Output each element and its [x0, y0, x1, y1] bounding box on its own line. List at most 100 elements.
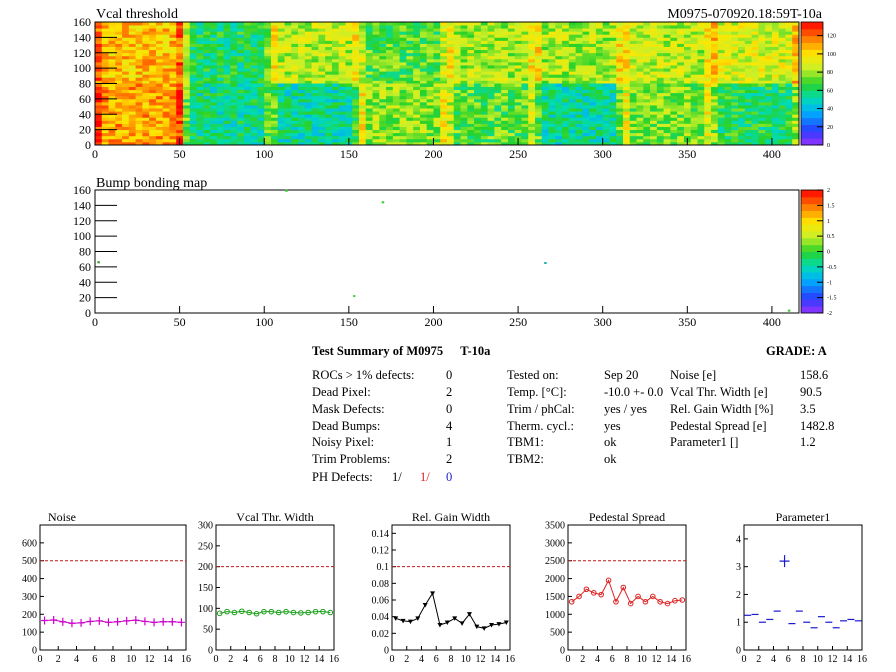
vcal-pixel-cell — [650, 92, 658, 97]
y-tick-label: 3 — [736, 562, 741, 573]
vcal-pixel-cell — [223, 141, 231, 146]
vcal-pixel-cell — [785, 37, 793, 41]
vcal-pixel-cell — [257, 61, 265, 66]
vcal-pixel-cell — [149, 43, 157, 47]
vcal-pixel-cell — [196, 31, 204, 35]
vcal-pixel-cell — [738, 105, 746, 109]
vcal-pixel-cell — [453, 138, 461, 143]
vcal-pixel-cell — [711, 31, 719, 35]
vcal-pixel-cell — [338, 61, 346, 66]
vcal-pixel-cell — [589, 34, 597, 38]
x-tick-label: 12 — [145, 654, 155, 665]
vcal-pixel-cell — [128, 89, 137, 94]
vcal-pixel-cell — [352, 71, 360, 75]
vcal-pixel-cell — [379, 89, 387, 94]
vcal-pixel-cell — [717, 101, 725, 106]
vcal-pixel-cell — [616, 129, 624, 134]
vcal-pixel-cell — [765, 40, 773, 44]
vcal-pixel-cell — [555, 40, 563, 44]
x-tick-label: 2 — [580, 654, 585, 665]
vcal-pixel-cell — [683, 28, 692, 32]
vcal-pixel-cell — [419, 86, 428, 91]
data-point — [168, 617, 176, 626]
vcal-pixel-cell — [338, 74, 346, 78]
vcal-pixel-cell — [494, 132, 502, 137]
vcal-pixel-cell — [271, 129, 279, 134]
vcal-pixel-cell — [230, 58, 238, 63]
vcal-pixel-cell — [277, 92, 285, 97]
vcal-pixel-cell — [223, 77, 231, 81]
vcal-pixel-cell — [122, 89, 130, 94]
vcal-pixel-cell — [257, 34, 265, 38]
vcal-pixel-cell — [115, 77, 123, 81]
vcal-pixel-cell — [338, 22, 346, 26]
vcal-pixel-cell — [331, 129, 340, 134]
vcal-pixel-cell — [704, 114, 712, 118]
vcal-pixel-cell — [487, 40, 495, 44]
vcal-pixel-cell — [480, 101, 489, 106]
vcal-pixel-cell — [183, 117, 191, 121]
vcal-pixel-cell — [541, 111, 549, 115]
x-tick-label: 6 — [258, 654, 263, 665]
vcal-pixel-cell — [325, 83, 333, 87]
x-tick-label: 6 — [434, 654, 439, 665]
vcal-pixel-cell — [595, 55, 604, 60]
vcal-pixel-cell — [738, 61, 746, 66]
vcal-pixel-cell — [210, 98, 218, 103]
vcal-pixel-cell — [582, 135, 590, 140]
vcal-pixel-cell — [582, 46, 590, 51]
vcal-pixel-cell — [338, 138, 346, 143]
vcal-pixel-cell — [108, 141, 116, 146]
vcal-pixel-cell — [372, 65, 380, 69]
vcal-pixel-cell — [237, 58, 245, 63]
vcal-pixel-cell — [731, 46, 739, 51]
vcal-pixel-cell — [440, 34, 448, 38]
vcal-pixel-cell — [379, 86, 387, 91]
vcal-pixel-cell — [744, 37, 753, 41]
vcal-pixel-cell — [629, 25, 637, 29]
vcal-pixel-cell — [677, 95, 685, 100]
y-tick-label: 0 — [208, 646, 213, 657]
defect-value: 2 — [446, 385, 453, 399]
vcal-pixel-cell — [771, 74, 780, 78]
vcal-pixel-cell — [643, 111, 651, 115]
vcal-pixel-cell — [765, 74, 773, 78]
vcal-pixel-cell — [284, 126, 292, 131]
vcal-pixel-cell — [514, 68, 522, 72]
vcal-pixel-cell — [771, 31, 780, 35]
vcal-pixel-cell — [264, 34, 272, 38]
series-line — [44, 619, 182, 624]
vcal-pixel-cell — [636, 25, 644, 29]
vcal-pixel-cell — [210, 83, 218, 87]
vcal-pixel-cell — [507, 105, 516, 109]
vcal-pixel-cell — [663, 123, 671, 127]
vcal-pixel-cell — [474, 74, 482, 78]
vcal-pixel-cell — [494, 40, 502, 44]
vcal-pixel-cell — [507, 92, 516, 97]
vcal-pixel-cell — [230, 34, 238, 38]
vcal-pixel-cell — [474, 43, 482, 47]
vcal-pixel-cell — [778, 120, 786, 124]
vcal-pixel-cell — [223, 114, 231, 118]
bump-palette-swatch — [801, 196, 823, 205]
vcal-pixel-cell — [562, 77, 570, 81]
vcal-pixel-cell — [650, 40, 658, 44]
vcal-pixel-cell — [149, 111, 157, 115]
vcal-pixel-cell — [291, 120, 299, 124]
vcal-pixel-cell — [731, 37, 739, 41]
vcal-pixel-cell — [670, 49, 678, 54]
vcal-pixel-cell — [223, 101, 231, 106]
vcal-pixel-cell — [399, 92, 407, 97]
vcal-pixel-cell — [643, 77, 651, 81]
vcal-pixel-cell — [582, 68, 590, 72]
vcal-pixel-cell — [704, 71, 712, 75]
vcal-pixel-cell — [616, 83, 624, 87]
vcal-pixel-cell — [162, 83, 170, 87]
vcal-pixel-cell — [589, 83, 597, 87]
vcal-pixel-cell — [271, 37, 279, 41]
vcal-palette-swatch — [801, 28, 823, 37]
vcal-pixel-cell — [595, 61, 604, 66]
vcal-pixel-cell — [419, 141, 428, 146]
y-tick-label: 0 — [32, 646, 37, 657]
